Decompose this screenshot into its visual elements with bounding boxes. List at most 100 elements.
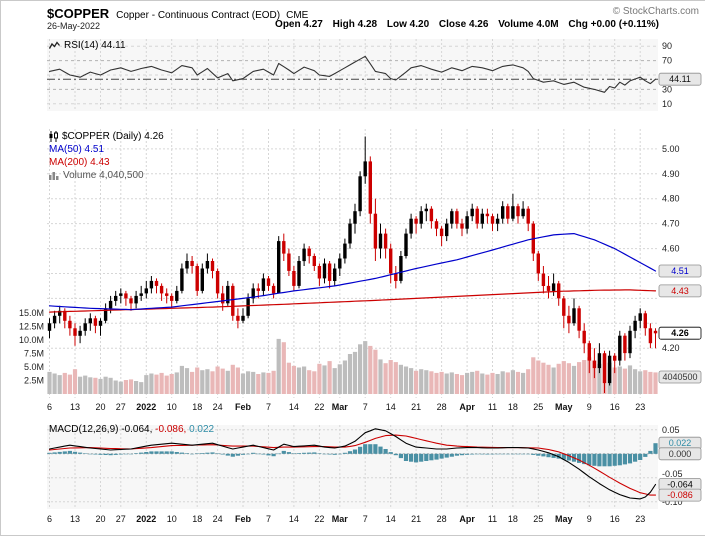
svg-text:14: 14 bbox=[386, 402, 396, 412]
svg-text:23: 23 bbox=[635, 514, 645, 524]
svg-text:15.0M: 15.0M bbox=[19, 308, 44, 318]
svg-text:Feb: Feb bbox=[235, 514, 252, 524]
rsi-legend: RSI(14) 44.11 bbox=[49, 39, 126, 52]
svg-text:14: 14 bbox=[289, 514, 299, 524]
svg-text:-0.05: -0.05 bbox=[662, 469, 683, 479]
svg-text:10: 10 bbox=[167, 514, 177, 524]
svg-text:70: 70 bbox=[662, 56, 672, 66]
svg-text:16: 16 bbox=[610, 514, 620, 524]
svg-text:30: 30 bbox=[662, 84, 672, 94]
svg-text:18: 18 bbox=[508, 402, 518, 412]
svg-text:20: 20 bbox=[95, 514, 105, 524]
quote-low: Low 4.20 bbox=[386, 19, 430, 30]
svg-text:6: 6 bbox=[47, 402, 52, 412]
svg-text:7: 7 bbox=[363, 402, 368, 412]
svg-text:14: 14 bbox=[386, 514, 396, 524]
svg-text:4.60: 4.60 bbox=[662, 244, 680, 254]
svg-text:6: 6 bbox=[47, 514, 52, 524]
svg-text:18: 18 bbox=[508, 514, 518, 524]
symbol-legend-label: $COPPER (Daily) 4.26 bbox=[62, 131, 164, 142]
ma50-legend-row: MA(50) 4.51 bbox=[49, 143, 164, 156]
svg-text:4.90: 4.90 bbox=[662, 169, 680, 179]
svg-text:22: 22 bbox=[314, 514, 324, 524]
quote-close: Close 4.26 bbox=[438, 19, 489, 30]
svg-text:Apr: Apr bbox=[459, 402, 475, 412]
svg-text:90: 90 bbox=[662, 41, 672, 51]
main-legend: $COPPER (Daily) 4.26 MA(50) 4.51 MA(200)… bbox=[49, 130, 164, 182]
ma50-legend-label: MA(50) 4.51 bbox=[49, 144, 105, 155]
symbol-title: $COPPER bbox=[47, 6, 110, 21]
svg-text:18: 18 bbox=[192, 402, 202, 412]
chart-header: $COPPER Copper - Continuous Contract (EOD… bbox=[47, 5, 308, 23]
svg-text:22: 22 bbox=[314, 402, 324, 412]
svg-text:7.5M: 7.5M bbox=[24, 349, 44, 359]
svg-text:5.00: 5.00 bbox=[662, 144, 680, 154]
svg-text:23: 23 bbox=[635, 402, 645, 412]
svg-text:4.43: 4.43 bbox=[671, 286, 689, 296]
macd-hist-value: 0.022 bbox=[189, 424, 215, 435]
svg-text:0.05: 0.05 bbox=[662, 425, 680, 435]
svg-text:21: 21 bbox=[411, 514, 421, 524]
svg-text:May: May bbox=[555, 402, 573, 412]
svg-text:20: 20 bbox=[95, 402, 105, 412]
svg-text:4.20: 4.20 bbox=[662, 343, 680, 353]
svg-text:27: 27 bbox=[116, 402, 126, 412]
macd-legend: MACD(12,26,9) -0.064, -0.086, 0.022 bbox=[49, 424, 214, 435]
exchange-label: CME bbox=[286, 10, 309, 21]
svg-text:2.5M: 2.5M bbox=[24, 376, 44, 386]
rsi-legend-label: RSI(14) 44.11 bbox=[64, 40, 126, 51]
svg-text:2022: 2022 bbox=[136, 402, 156, 412]
quote-high: High 4.28 bbox=[332, 19, 378, 30]
svg-text:12.5M: 12.5M bbox=[19, 322, 44, 332]
svg-text:7: 7 bbox=[266, 514, 271, 524]
svg-text:Mar: Mar bbox=[332, 402, 349, 412]
svg-text:28: 28 bbox=[437, 514, 447, 524]
svg-text:9: 9 bbox=[587, 514, 592, 524]
copyright: © StockCharts.com bbox=[612, 6, 699, 17]
svg-text:27: 27 bbox=[116, 514, 126, 524]
svg-text:4040500: 4040500 bbox=[662, 372, 697, 382]
volume-legend-label: Volume 4,040,500 bbox=[63, 170, 144, 181]
ma200-legend-label: MA(200) 4.43 bbox=[49, 157, 110, 168]
svg-text:-0.064: -0.064 bbox=[667, 480, 693, 490]
svg-text:Feb: Feb bbox=[235, 402, 252, 412]
ma200-legend-row: MA(200) 4.43 bbox=[49, 156, 164, 169]
svg-text:11: 11 bbox=[488, 402, 497, 412]
svg-text:-0.10: -0.10 bbox=[662, 497, 683, 507]
svg-text:24: 24 bbox=[213, 402, 223, 412]
svg-text:10: 10 bbox=[167, 402, 177, 412]
chart-date: 26-May-2022 bbox=[47, 21, 101, 31]
svg-text:21: 21 bbox=[411, 402, 421, 412]
svg-text:7: 7 bbox=[363, 514, 368, 524]
svg-text:4.80: 4.80 bbox=[662, 194, 680, 204]
svg-text:Apr: Apr bbox=[459, 514, 475, 524]
line-chart-icon bbox=[49, 41, 60, 49]
svg-text:13: 13 bbox=[70, 514, 80, 524]
macd-legend-prefix: MACD(12,26,9) bbox=[49, 424, 119, 435]
volume-bars-icon bbox=[49, 172, 59, 180]
svg-text:28: 28 bbox=[437, 402, 447, 412]
svg-text:25: 25 bbox=[533, 514, 543, 524]
svg-text:10: 10 bbox=[662, 99, 672, 109]
svg-text:44.11: 44.11 bbox=[669, 74, 691, 84]
svg-text:Mar: Mar bbox=[332, 514, 349, 524]
svg-text:11: 11 bbox=[488, 514, 497, 524]
symbol-legend-row: $COPPER (Daily) 4.26 bbox=[49, 130, 164, 143]
svg-text:9: 9 bbox=[587, 402, 592, 412]
volume-legend-row: Volume 4,040,500 bbox=[49, 169, 164, 182]
svg-text:4.26: 4.26 bbox=[671, 328, 689, 338]
svg-text:24: 24 bbox=[213, 514, 223, 524]
svg-text:16: 16 bbox=[610, 402, 620, 412]
svg-text:0.022: 0.022 bbox=[669, 438, 692, 448]
svg-text:10.0M: 10.0M bbox=[19, 335, 44, 345]
svg-text:5.0M: 5.0M bbox=[24, 362, 44, 372]
svg-text:May: May bbox=[555, 514, 573, 524]
symbol-description: Copper - Continuous Contract (EOD) bbox=[116, 10, 281, 21]
svg-text:2022: 2022 bbox=[136, 514, 156, 524]
svg-text:4.51: 4.51 bbox=[671, 266, 689, 276]
svg-text:4.70: 4.70 bbox=[662, 219, 680, 229]
macd-signal-value: -0.086, bbox=[155, 424, 187, 435]
svg-text:0.000: 0.000 bbox=[669, 449, 692, 459]
